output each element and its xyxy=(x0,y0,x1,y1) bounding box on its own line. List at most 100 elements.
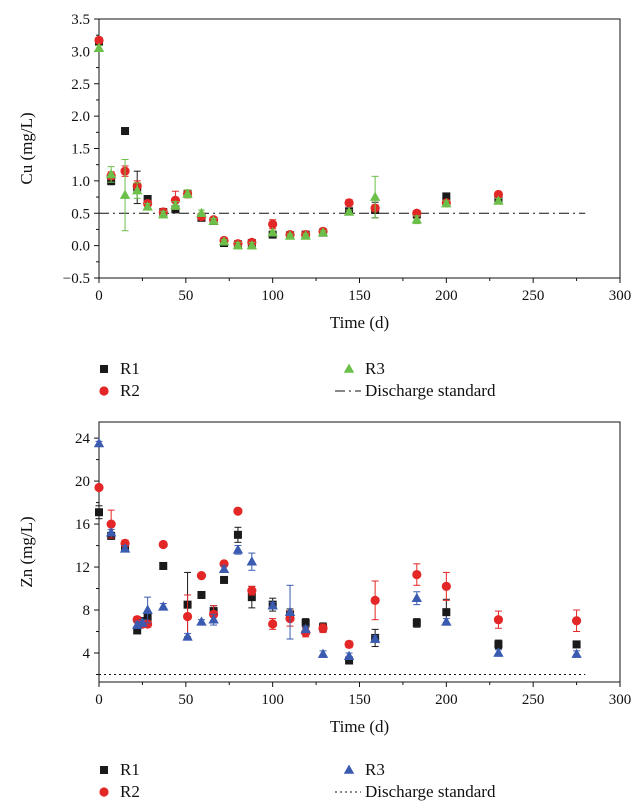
cu-x-tick-label: 100 xyxy=(261,288,284,304)
cu-y-tick-label: 0.0 xyxy=(71,239,90,255)
cu-data-point-r3 xyxy=(232,240,244,250)
zn-data-point-r1 xyxy=(412,618,421,627)
zn-data-point-r3 xyxy=(493,647,504,657)
zn-data-point-r3 xyxy=(300,623,311,634)
zn-data-point-r2 xyxy=(268,619,278,629)
zn-y-tick-label: 16 xyxy=(75,517,91,533)
zn-legend-marker-r3 xyxy=(343,764,355,774)
zn-legend-item: R2 xyxy=(99,782,140,801)
zn-x-tick-label: 0 xyxy=(95,692,103,708)
cu-legend-marker-r3 xyxy=(343,363,355,373)
cu-y-axis-label: Cu (mg/L) xyxy=(17,112,36,184)
zn-data-point-r1 xyxy=(345,656,354,665)
cu-data-point-r3 xyxy=(369,191,381,201)
zn-series-r1 xyxy=(95,505,581,665)
zn-data-point-r1 xyxy=(95,508,103,517)
cu-legend-marker-r2 xyxy=(99,386,109,396)
zn-data-point-r2 xyxy=(412,569,422,580)
zn-data-point-r3 xyxy=(571,648,582,658)
zn-data-point-r1 xyxy=(159,561,168,570)
zn-legend-item: R1 xyxy=(100,760,140,779)
cu-y-tick-label: 2.5 xyxy=(71,77,90,93)
zn-legend-marker-r1 xyxy=(100,766,108,774)
cu-legend-item: Discharge standard xyxy=(335,381,496,400)
zn-data-point-r1 xyxy=(301,618,310,627)
cu-data-point-r3 xyxy=(343,206,355,216)
zn-data-point-r3 xyxy=(284,606,296,616)
cu-series-r1 xyxy=(95,37,503,249)
zn-y-tick-label: 8 xyxy=(83,603,91,619)
cu-legend-label: Discharge standard xyxy=(365,381,496,400)
zn-chart: 0 50 100 150 200 250 300 4 8 12 16 20 24 Time (d) Zn (… xyxy=(17,421,631,801)
cu-legend-item: R3 xyxy=(343,359,385,378)
zn-x-axis-label: Time (d) xyxy=(330,717,389,736)
zn-y-axis-label: Zn (mg/L) xyxy=(17,516,36,587)
cu-data-point-r3 xyxy=(182,188,193,198)
cu-data-point-r3 xyxy=(132,185,143,195)
cu-data-point-r3 xyxy=(208,215,219,225)
zn-x-tick-label: 200 xyxy=(435,692,458,708)
cu-data-point-r3 xyxy=(142,201,153,211)
cu-data-point-r2 xyxy=(493,189,504,200)
zn-data-point-r2 xyxy=(493,615,504,625)
zn-x-tick-label: 50 xyxy=(178,692,193,708)
cu-data-point-r3 xyxy=(300,230,311,240)
cu-data-point-r1 xyxy=(442,192,451,201)
zn-data-point-r3 xyxy=(196,616,207,626)
zn-y-tick-label: 24 xyxy=(75,431,91,447)
zn-data-point-r2 xyxy=(233,506,243,516)
cu-legend-marker-r1 xyxy=(100,365,108,373)
zn-data-point-r3 xyxy=(369,633,381,643)
cu-data-point-r3 xyxy=(411,214,423,224)
cu-data-point-r3 xyxy=(493,195,504,205)
zn-legend-marker-r2 xyxy=(99,787,109,797)
zn-y-tick-label: 12 xyxy=(75,560,90,576)
zn-data-point-r1 xyxy=(197,590,206,599)
cu-data-point-r3 xyxy=(158,209,169,219)
cu-legend-item: R2 xyxy=(99,381,140,400)
cu-legend-label: R2 xyxy=(120,381,140,400)
cu-plot-frame xyxy=(98,18,621,279)
zn-legend-label: R3 xyxy=(365,760,385,779)
zn-data-point-r3 xyxy=(218,563,230,573)
zn-data-point-r3 xyxy=(343,650,355,661)
zn-series-r2 xyxy=(94,482,582,649)
cu-y-tick-label: 1.5 xyxy=(71,142,90,158)
zn-data-point-r3 xyxy=(246,556,258,566)
cu-x-tick-label: 0 xyxy=(95,288,103,304)
zn-data-point-r1 xyxy=(494,640,503,649)
cu-data-point-r3 xyxy=(284,230,296,240)
zn-data-point-r2 xyxy=(344,639,354,649)
zn-legend-label: Discharge standard xyxy=(365,782,496,801)
cu-data-point-r3 xyxy=(105,168,117,179)
zn-x-tick-label: 250 xyxy=(522,692,545,708)
cu-y-tick-label: 2.0 xyxy=(71,109,90,125)
zn-data-point-r1 xyxy=(133,626,142,635)
zn-data-point-r3 xyxy=(119,543,131,553)
zn-data-point-r1 xyxy=(247,593,256,602)
cu-data-point-r3 xyxy=(119,189,131,199)
zn-data-point-r3 xyxy=(182,631,193,641)
cu-legend-label: R3 xyxy=(365,359,385,378)
cu-data-point-r2 xyxy=(94,35,104,45)
cu-data-point-r1 xyxy=(121,127,130,136)
zn-data-point-r3 xyxy=(232,544,244,554)
zn-y-tick-label: 20 xyxy=(75,474,90,490)
cu-y-tick-label: 1.0 xyxy=(71,174,90,190)
zn-data-point-r2 xyxy=(158,539,168,550)
zn-data-point-r2 xyxy=(106,519,116,529)
cu-data-point-r3 xyxy=(196,207,207,218)
zn-legend-item: R3 xyxy=(343,760,385,779)
zn-legend-label: R2 xyxy=(120,782,140,801)
zn-data-point-r3 xyxy=(208,614,219,624)
zn-data-point-r1 xyxy=(233,530,242,539)
zn-data-point-r2 xyxy=(196,571,207,581)
zn-data-point-r3 xyxy=(142,604,153,614)
cu-data-point-r3 xyxy=(441,198,452,208)
cu-data-point-r3 xyxy=(93,42,105,52)
zn-data-point-r2 xyxy=(441,581,451,591)
cu-x-tick-label: 300 xyxy=(609,288,632,304)
cu-series-r3 xyxy=(93,42,504,250)
zn-data-point-r2 xyxy=(94,482,104,493)
cu-x-tick-label: 150 xyxy=(348,288,371,304)
